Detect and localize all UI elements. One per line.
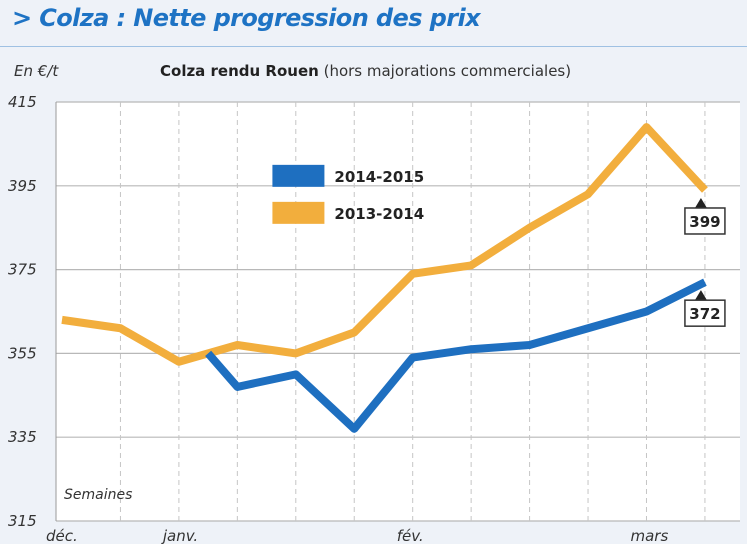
chart-subtitle: Colza rendu Rouen (hors majorations comm… bbox=[160, 62, 571, 80]
subtitle-main: Colza rendu Rouen bbox=[160, 62, 319, 80]
legend-swatch bbox=[272, 201, 325, 224]
unit-label: En €/t bbox=[14, 62, 59, 80]
callout-pointer bbox=[694, 290, 707, 301]
callout-box bbox=[684, 299, 726, 327]
callout-label: 372 bbox=[689, 305, 720, 323]
callout-label: 399 bbox=[689, 213, 720, 231]
legend-label: 2013-2014 bbox=[334, 205, 424, 223]
callout-pointer bbox=[694, 197, 707, 208]
callout-box bbox=[684, 207, 726, 235]
x-tick-label: déc. bbox=[46, 527, 78, 544]
legend-label: 2014-2015 bbox=[334, 168, 424, 186]
title-divider bbox=[0, 46, 747, 47]
x-axis-title: Semaines bbox=[64, 487, 132, 503]
y-tick-label: 355 bbox=[8, 344, 37, 362]
subtitle-note: (hors majorations commerciales) bbox=[323, 62, 572, 80]
y-tick-label: 415 bbox=[8, 93, 37, 111]
series-line-2013-2014 bbox=[61, 123, 708, 366]
x-tick-label: janv. bbox=[161, 527, 198, 544]
chart-title: > Colza : Nette progression des prix bbox=[12, 4, 481, 32]
legend-swatch bbox=[272, 164, 325, 187]
x-tick-label: fév. bbox=[397, 527, 424, 544]
y-tick-label: 335 bbox=[8, 428, 37, 446]
y-tick-label: 315 bbox=[8, 512, 37, 530]
y-tick-label: 375 bbox=[8, 261, 37, 279]
y-tick-label: 395 bbox=[8, 177, 37, 195]
x-tick-label: mars bbox=[630, 527, 668, 544]
plot-area bbox=[56, 102, 740, 521]
title-bar: > Colza : Nette progression des prix bbox=[0, 0, 747, 46]
series-line-2014-2015 bbox=[205, 278, 707, 433]
